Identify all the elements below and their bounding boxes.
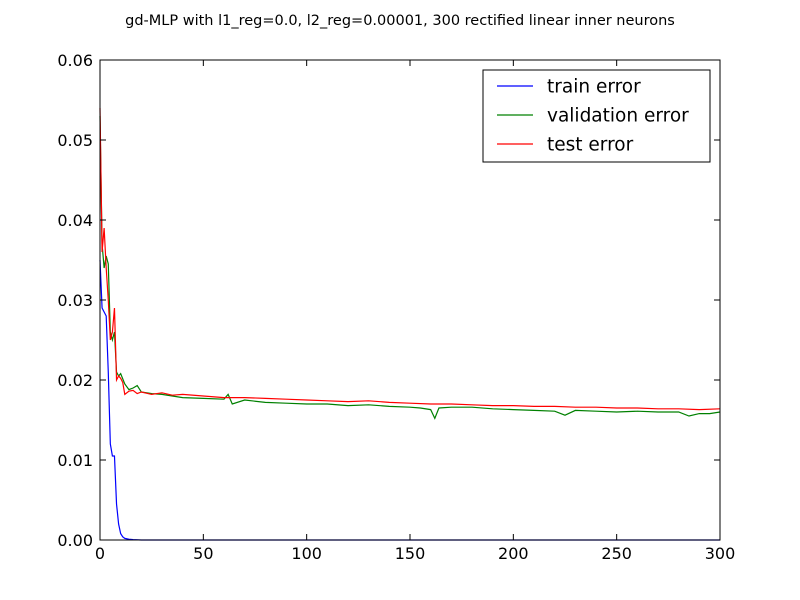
y-tick-label: 0.04 [57,211,93,230]
legend-box [482,69,711,163]
chart-title: gd-MLP with l1_reg=0.0, l2_reg=0.00001, … [125,13,675,29]
legend-items: train error validation error test error [497,77,689,156]
y-tick-label: 0.06 [57,51,93,70]
legend-label-test-error: test error [547,135,634,156]
x-axis: 0 50 100 150 200 250 300 [95,60,735,563]
series-line-validation-error [99,115,721,420]
y-tick-label: 0.02 [57,371,93,390]
y-tick-label: 0.05 [57,131,93,150]
x-tick-label: 100 [291,544,322,563]
x-tick-label: 0 [95,544,105,563]
legend-label-validation-error: validation error [547,106,689,127]
x-tick-label: 300 [705,544,736,563]
legend-label-train-error: train error [547,77,641,98]
legend: train error validation error test error [482,69,711,163]
x-tick-label: 250 [601,544,632,563]
x-tick-label: 150 [395,544,426,563]
y-tick-label: 0.00 [57,531,93,550]
y-tick-label: 0.03 [57,291,93,310]
x-tick-label: 200 [498,544,529,563]
x-tick-label: 50 [193,544,213,563]
y-axis: 0.00 0.01 0.02 0.03 0.04 0.05 0.06 [57,51,720,550]
series-line-test-error [99,107,721,411]
y-tick-label: 0.01 [57,451,93,470]
series-layer [99,107,721,541]
series-line-train-error [99,259,720,541]
